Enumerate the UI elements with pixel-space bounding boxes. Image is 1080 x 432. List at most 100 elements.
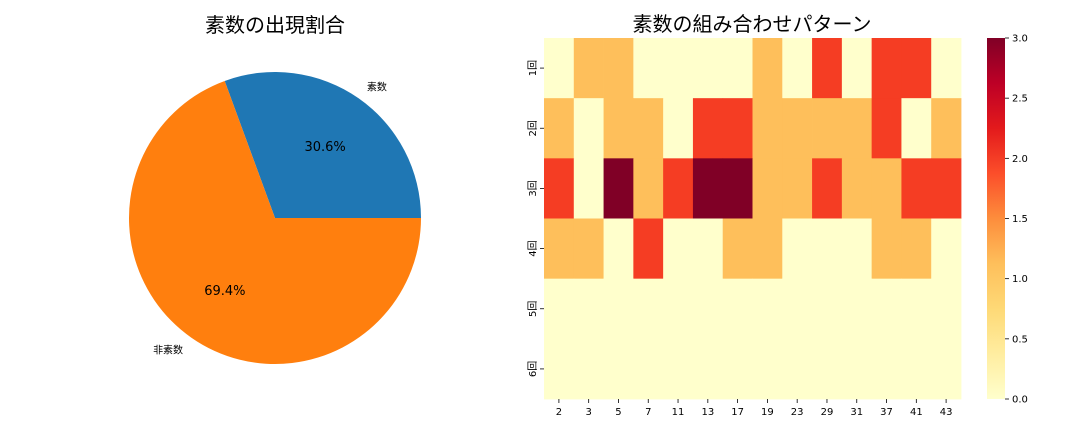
colorbar-tick-label: 0.0 bbox=[1012, 395, 1028, 406]
colorbar-ticks: 0.0 0.5 1.0 1.5 2.0 2.5 3.0 bbox=[1005, 34, 1028, 406]
y-tick-label: 3回 bbox=[527, 180, 539, 196]
heatmap-cell bbox=[573, 98, 604, 159]
colorbar-tick-label: 3.0 bbox=[1012, 34, 1028, 45]
y-tick-label: 1回 bbox=[527, 60, 539, 76]
x-tick-label: 43 bbox=[940, 407, 953, 418]
colorbar-tick-label: 1.0 bbox=[1012, 274, 1028, 285]
heatmap-cell bbox=[752, 158, 783, 219]
heatmap-cell bbox=[722, 338, 753, 400]
heatmap-cell bbox=[692, 158, 724, 219]
x-tick-label: 23 bbox=[791, 407, 804, 418]
heatmap-title: 素数の組み合わせパターン bbox=[633, 12, 872, 36]
heatmap-cell bbox=[663, 218, 694, 280]
heatmap-cell bbox=[603, 98, 634, 159]
x-tick-label: 41 bbox=[910, 407, 923, 418]
x-tick-label: 31 bbox=[850, 407, 863, 418]
colorbar-tick-label: 1.5 bbox=[1012, 214, 1028, 225]
y-tick-label: 2回 bbox=[527, 120, 539, 136]
heatmap-cell bbox=[752, 98, 783, 159]
y-tick-label: 5回 bbox=[527, 301, 539, 317]
heatmap-cell bbox=[901, 218, 932, 280]
heatmap-cell bbox=[663, 158, 694, 219]
heatmap-cell bbox=[931, 158, 962, 219]
y-tick-label: 4回 bbox=[527, 240, 539, 256]
heatmap-cell bbox=[544, 38, 575, 99]
colorbar-tick-label: 2.5 bbox=[1012, 94, 1028, 105]
heatmap-cell bbox=[871, 98, 902, 159]
heatmap-cell bbox=[901, 338, 932, 400]
heatmap-cell bbox=[663, 38, 694, 99]
heatmap-cell bbox=[871, 38, 902, 99]
pie-slice-1 bbox=[128, 80, 421, 364]
heatmap-cell bbox=[841, 158, 873, 219]
heatmap-cell bbox=[573, 158, 604, 219]
heatmap-cell bbox=[722, 38, 753, 99]
heatmap-cell bbox=[663, 278, 694, 340]
x-tick-label: 7 bbox=[645, 407, 651, 418]
x-tick-label: 13 bbox=[701, 407, 714, 418]
heatmap-cell bbox=[603, 278, 634, 340]
heatmap-cell bbox=[841, 338, 873, 400]
heatmap-cell bbox=[692, 38, 724, 99]
heatmap-cell bbox=[692, 218, 724, 280]
heatmap-cell bbox=[782, 158, 813, 219]
pie-chart: 30.6% 素数 69.4% 非素数 bbox=[128, 71, 421, 364]
pie-slice-0 bbox=[224, 71, 421, 218]
heatmap-cell bbox=[812, 98, 843, 159]
heatmap-cell bbox=[752, 218, 783, 280]
y-tick-label: 6回 bbox=[527, 361, 539, 377]
x-tick-label: 5 bbox=[615, 407, 621, 418]
heatmap-cell bbox=[692, 278, 724, 340]
heatmap-cell bbox=[901, 278, 932, 340]
heatmap-cell bbox=[901, 98, 932, 159]
pie-slice-label: 素数 bbox=[367, 80, 387, 93]
heatmap-cell bbox=[722, 98, 753, 159]
heatmap-cell bbox=[871, 218, 902, 280]
heatmap-cell bbox=[692, 338, 724, 400]
heatmap-cell bbox=[603, 338, 634, 400]
heatmap-cell bbox=[812, 158, 843, 219]
heatmap-cell bbox=[931, 38, 962, 99]
heatmap-cell bbox=[871, 338, 902, 400]
x-tick-label: 2 bbox=[556, 407, 562, 418]
heatmap-cell bbox=[782, 98, 813, 159]
x-tick-label: 17 bbox=[731, 407, 744, 418]
heatmap-cell bbox=[782, 38, 813, 99]
heatmap-cell bbox=[633, 278, 664, 340]
heatmap-cell bbox=[812, 218, 843, 280]
heatmap-cell bbox=[812, 338, 843, 400]
heatmap-cell bbox=[931, 338, 962, 400]
colorbar bbox=[987, 38, 1005, 399]
heatmap-cell bbox=[573, 338, 604, 400]
pie-title: 素数の出現割合 bbox=[205, 13, 345, 37]
colorbar-tick-label: 2.0 bbox=[1012, 154, 1028, 165]
pie-slice-label: 非素数 bbox=[153, 344, 183, 357]
heatmap-cell bbox=[633, 38, 664, 99]
heatmap-cell bbox=[812, 38, 843, 99]
pie-percent-label: 69.4% bbox=[204, 284, 245, 299]
heatmap-cell bbox=[573, 218, 604, 280]
heatmap-cell bbox=[722, 218, 753, 280]
heatmap-cell bbox=[663, 98, 694, 159]
heatmap-cell bbox=[663, 338, 694, 400]
heatmap-cell bbox=[722, 158, 753, 219]
heatmap-cell bbox=[871, 278, 902, 340]
heatmap-cell bbox=[931, 218, 962, 280]
heatmap-cell bbox=[633, 218, 664, 280]
heatmap-cell bbox=[573, 38, 604, 99]
colorbar-tick-label: 0.5 bbox=[1012, 334, 1028, 345]
heatmap-cell bbox=[603, 38, 634, 99]
heatmap-cell bbox=[752, 38, 783, 99]
heatmap-cell bbox=[692, 98, 724, 159]
heatmap-cell bbox=[603, 218, 634, 280]
heatmap-cell bbox=[633, 158, 664, 219]
heatmap-cell bbox=[901, 158, 932, 219]
heatmap-cell bbox=[841, 38, 873, 99]
heatmap-cell bbox=[633, 98, 664, 159]
heatmap-cell bbox=[841, 98, 873, 159]
heatmap-cell bbox=[603, 158, 634, 219]
heatmap-cell bbox=[633, 338, 664, 400]
heatmap-cell bbox=[931, 278, 962, 340]
